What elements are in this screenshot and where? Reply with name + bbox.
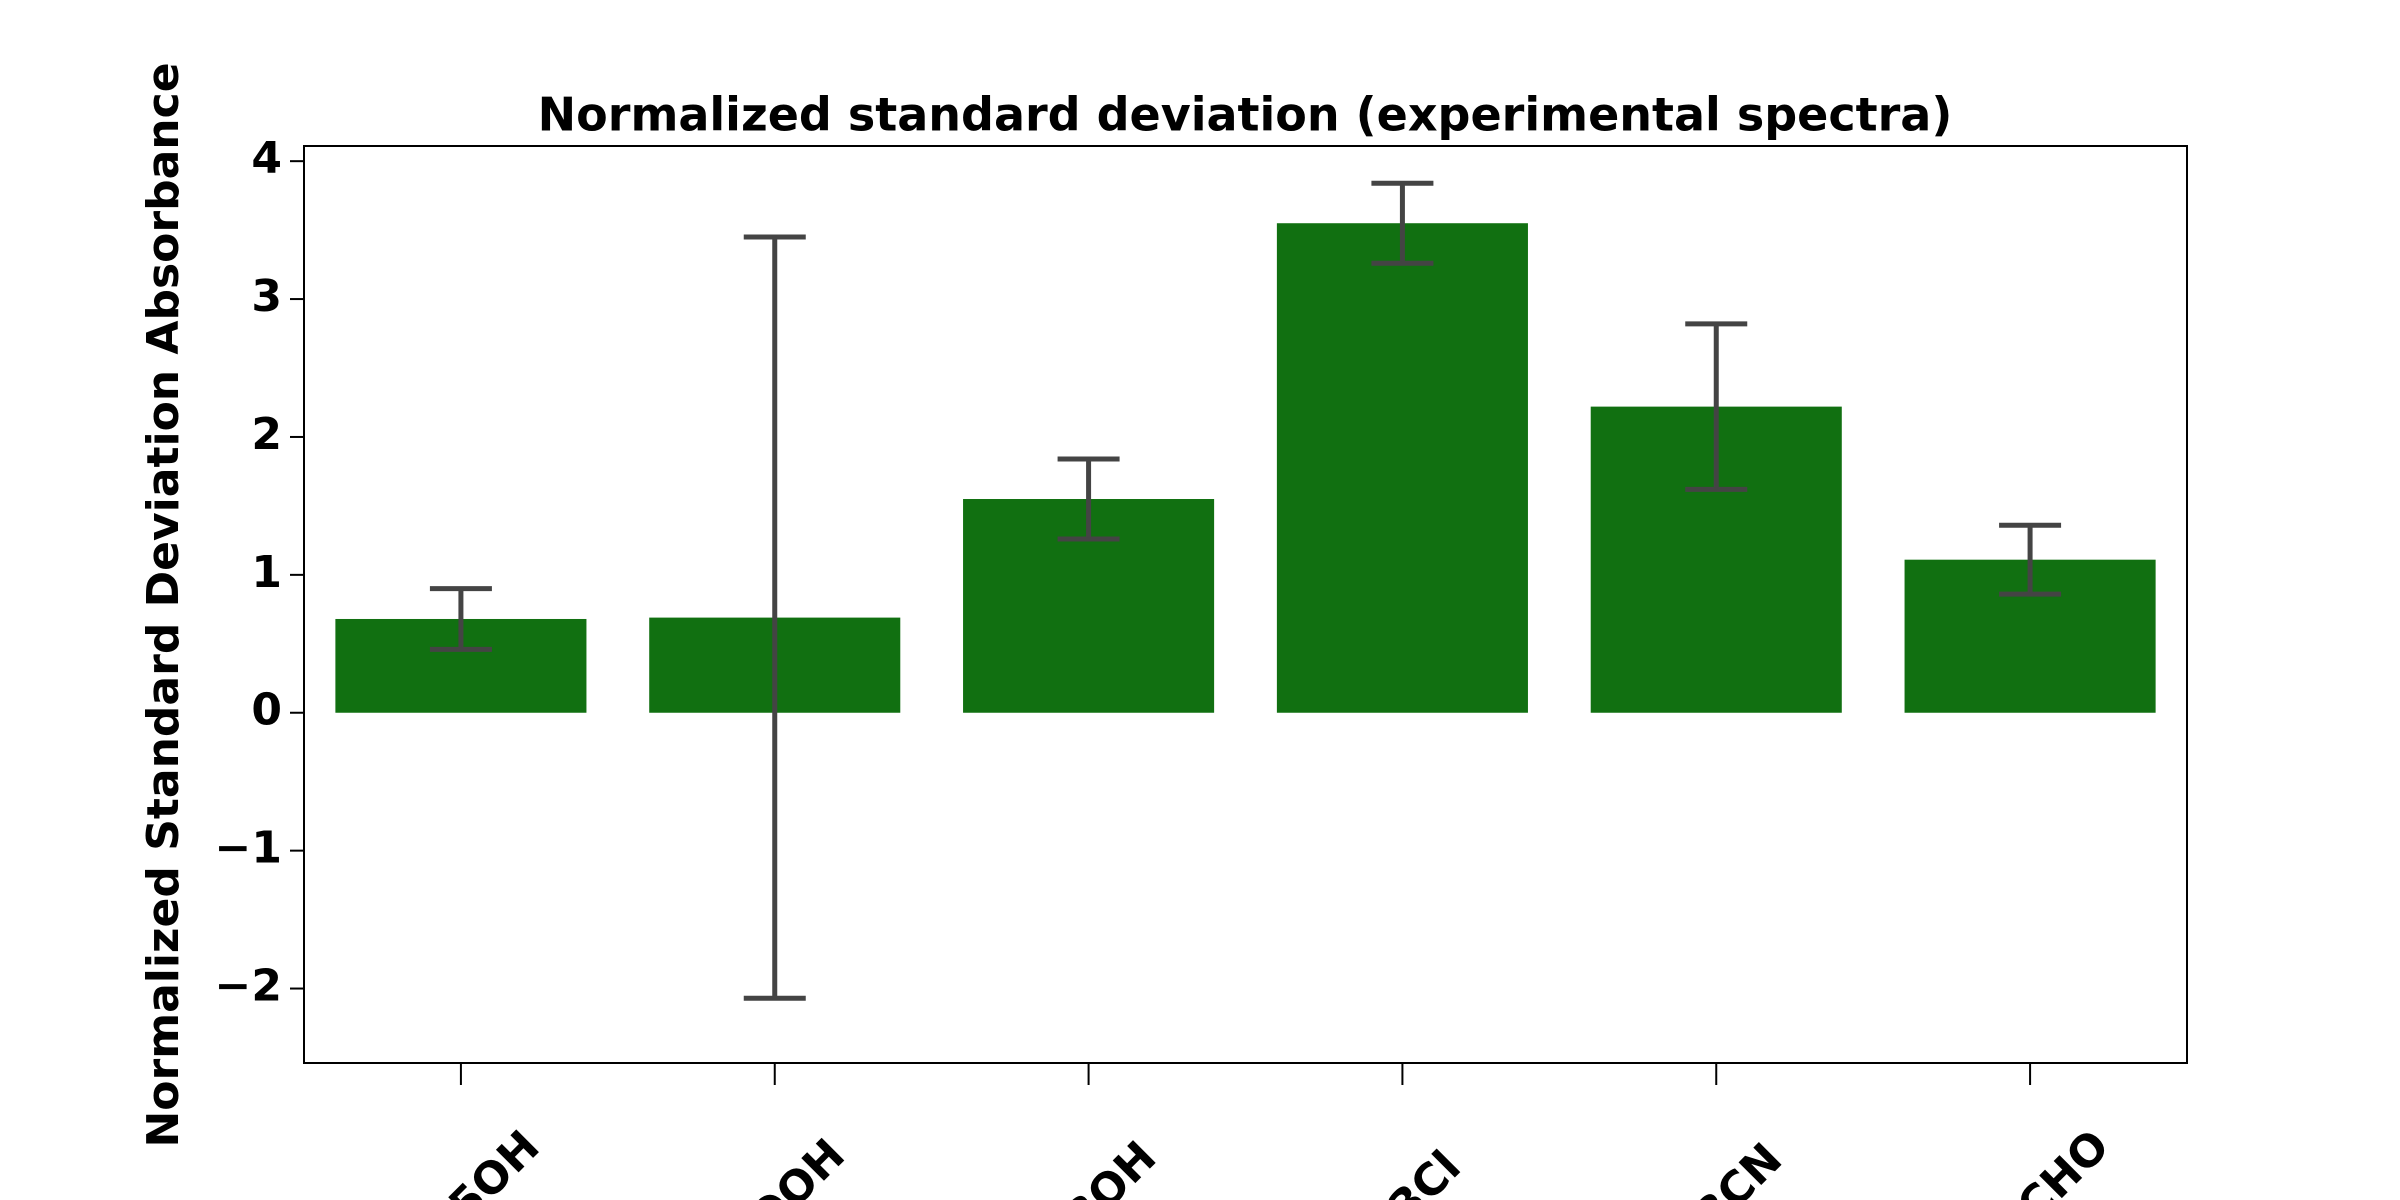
error-bar [1371, 180, 1434, 266]
y-tick-label: −2 [215, 961, 282, 1012]
y-tick-label: 0 [251, 685, 282, 736]
plot-frame [303, 145, 2188, 1064]
bar [1276, 223, 1528, 713]
error-bar [743, 234, 806, 1001]
y-tick-label: 4 [251, 133, 282, 184]
error-bar [1057, 456, 1120, 542]
error-bar [1999, 522, 2062, 597]
chart-title: Normalized standard deviation (experimen… [538, 88, 1953, 142]
y-tick-label: 1 [251, 547, 282, 598]
error-bar [1685, 321, 1748, 492]
y-tick-label: −1 [215, 823, 282, 874]
error-bar [429, 586, 492, 652]
y-tick-label: 2 [251, 409, 282, 460]
y-tick-label: 3 [251, 271, 282, 322]
y-axis-label: Normalized Standard Deviation Absorbance [138, 62, 189, 1147]
